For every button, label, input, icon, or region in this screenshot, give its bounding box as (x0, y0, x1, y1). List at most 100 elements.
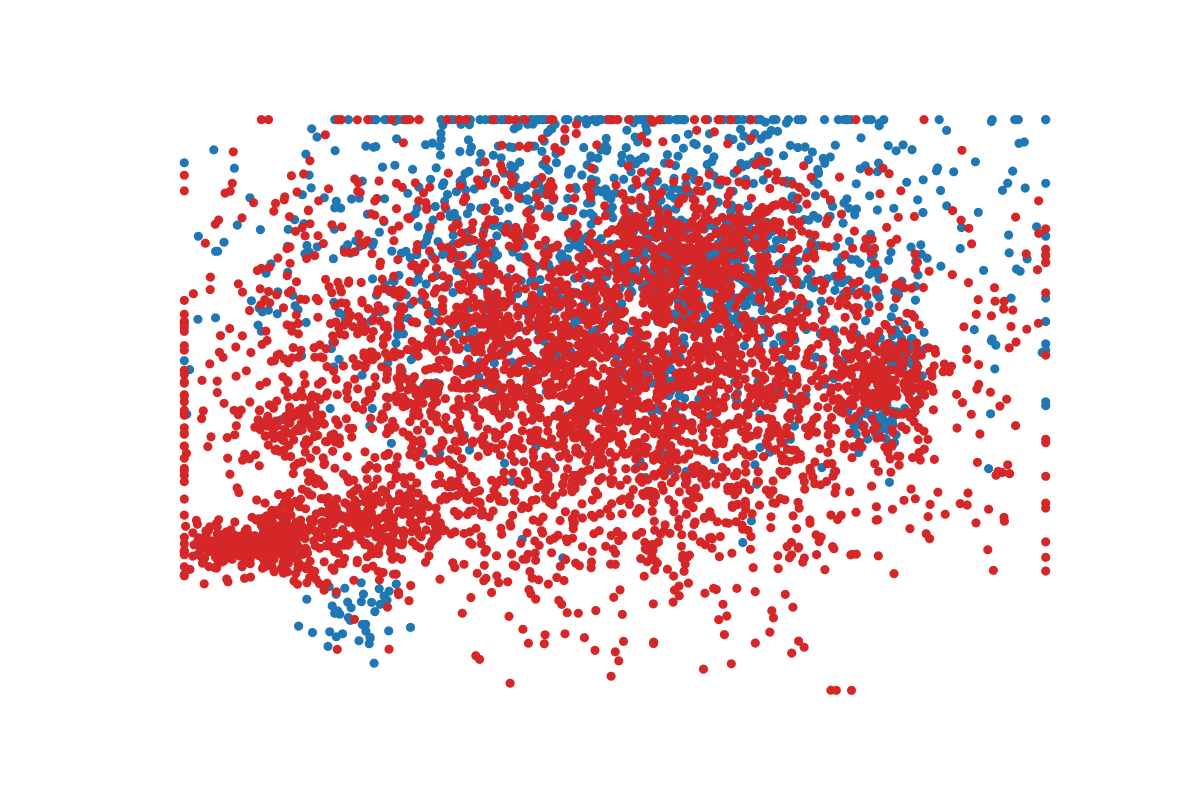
data-point (609, 173, 619, 183)
data-point (377, 362, 387, 372)
data-point (826, 439, 836, 449)
data-point (1003, 178, 1013, 188)
data-point (579, 369, 589, 379)
data-point (543, 342, 554, 352)
data-point (531, 495, 541, 505)
data-point (979, 265, 989, 275)
data-point (347, 194, 357, 204)
data-point (647, 506, 657, 516)
data-point (739, 301, 749, 311)
data-point (358, 240, 369, 250)
data-point (797, 115, 808, 125)
data-point (570, 193, 580, 203)
data-point (619, 359, 629, 369)
data-point (776, 382, 786, 392)
data-point (871, 285, 881, 295)
data-point (500, 458, 510, 468)
data-point (636, 236, 646, 246)
data-point (546, 176, 556, 187)
data-point (475, 180, 485, 190)
data-point (463, 135, 474, 145)
data-point (889, 203, 899, 213)
data-point (357, 370, 367, 380)
data-point (567, 420, 577, 430)
data-point (535, 309, 546, 319)
data-point (637, 167, 647, 177)
data-point (630, 265, 640, 275)
data-point (545, 283, 556, 293)
data-point (1020, 183, 1030, 193)
data-point (787, 648, 797, 658)
data-point (744, 485, 755, 495)
data-point (236, 405, 246, 415)
data-point (605, 458, 615, 468)
data-point (567, 533, 578, 543)
data-point (364, 639, 374, 649)
data-point (906, 242, 916, 252)
data-point (622, 125, 632, 135)
data-point (497, 140, 507, 150)
data-point (396, 363, 406, 373)
data-point (582, 248, 592, 258)
data-point (757, 306, 767, 316)
data-point (223, 453, 233, 463)
data-point (971, 309, 981, 319)
data-point (543, 127, 553, 137)
data-point (709, 449, 719, 459)
data-point (682, 476, 692, 486)
data-point (746, 318, 756, 328)
data-point (1032, 265, 1043, 275)
data-point (555, 422, 565, 432)
data-point (329, 366, 339, 376)
data-point (351, 402, 361, 413)
data-point (283, 288, 294, 298)
data-point (296, 294, 306, 304)
data-point (673, 455, 683, 465)
data-point (450, 375, 460, 386)
data-point (338, 361, 348, 371)
data-point (905, 524, 915, 534)
data-point (763, 319, 774, 329)
data-point (726, 659, 736, 669)
data-point (746, 516, 757, 526)
data-point (672, 464, 682, 474)
data-point (653, 537, 664, 547)
data-point (488, 374, 498, 384)
data-point (1006, 321, 1016, 332)
data-point (454, 115, 464, 125)
data-point (520, 284, 531, 294)
data-point (769, 244, 779, 254)
data-point (436, 134, 446, 144)
data-point (798, 557, 808, 567)
data-point (778, 151, 789, 161)
data-point (179, 369, 189, 379)
data-point (1014, 138, 1024, 148)
data-point (714, 303, 725, 313)
data-point (606, 559, 616, 569)
data-point (567, 477, 577, 487)
data-point (204, 562, 214, 572)
data-point (650, 565, 660, 575)
data-point (328, 331, 338, 341)
data-point (517, 426, 527, 436)
data-point (583, 320, 593, 330)
data-point (934, 115, 944, 125)
data-point (505, 289, 515, 299)
data-point (395, 303, 405, 313)
data-point (669, 585, 680, 595)
data-point (800, 484, 810, 494)
data-point (636, 554, 646, 564)
data-point (940, 509, 950, 519)
data-point (499, 467, 509, 477)
data-point (639, 266, 650, 276)
data-point (632, 180, 642, 190)
data-point (413, 274, 423, 284)
data-point (893, 212, 903, 222)
data-point (384, 644, 394, 654)
data-point (371, 115, 381, 125)
data-point (799, 161, 809, 171)
data-point (712, 419, 722, 429)
data-point (767, 403, 777, 413)
data-point (237, 287, 248, 297)
data-point (179, 317, 189, 327)
